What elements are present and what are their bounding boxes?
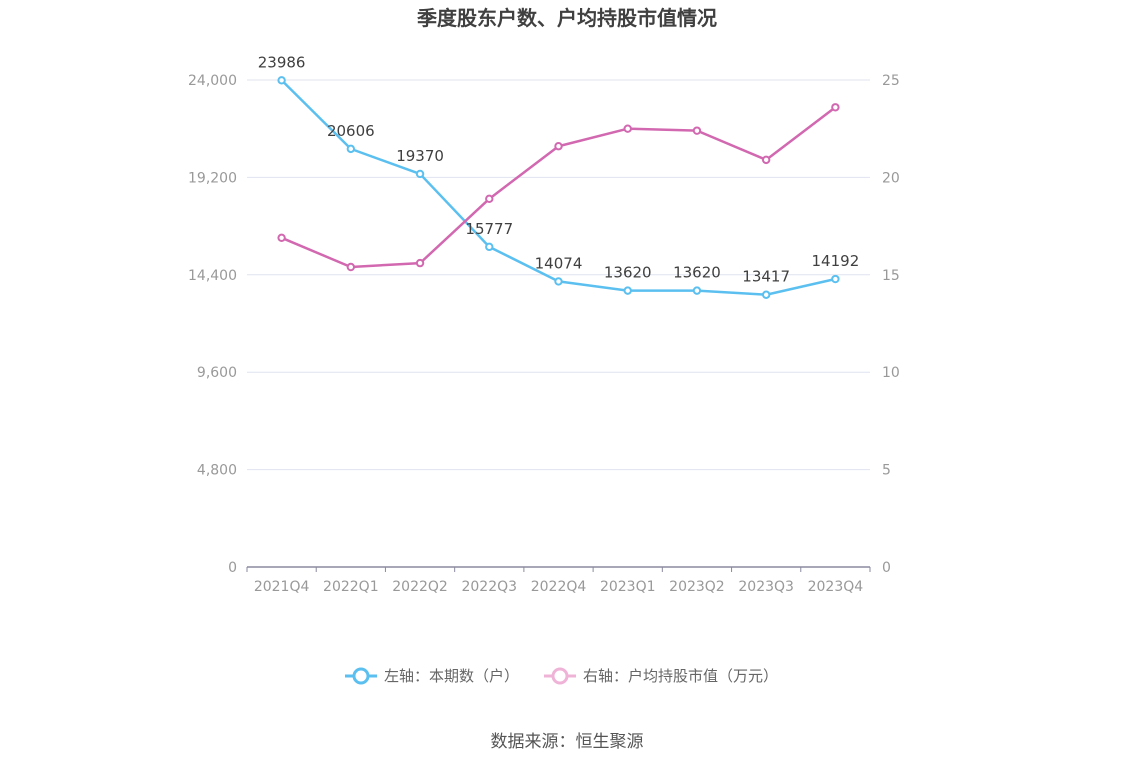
- y-left-tick-label: 24,000: [188, 73, 237, 89]
- y-left-tick-label: 19,200: [188, 170, 237, 186]
- legend-label: 右轴：户均持股市值（万元）: [583, 667, 778, 685]
- data-point: [831, 274, 840, 284]
- y-right-tick-label: 0: [882, 560, 891, 576]
- legend-label: 左轴：本期数（户）: [384, 667, 519, 685]
- series-layer: [277, 76, 840, 299]
- data-point: [346, 144, 356, 154]
- legend-marker: [551, 667, 569, 685]
- data-label: 13417: [742, 268, 790, 286]
- data-point: [692, 286, 702, 295]
- data-label: 13620: [673, 264, 721, 282]
- source-note: 数据来源：恒生聚源: [491, 732, 644, 752]
- legend-item-2[interactable]: 右轴：户均持股市值（万元）: [544, 667, 778, 685]
- x-tick-label: 2023Q2: [669, 579, 725, 595]
- x-tick-label: 2022Q3: [461, 579, 517, 595]
- data-label: 15777: [465, 220, 513, 238]
- data-label: 13620: [604, 264, 652, 282]
- x-tick-label: 2023Q4: [808, 579, 864, 595]
- data-label: 23986: [258, 53, 306, 71]
- data-point: [554, 142, 563, 151]
- y-right-tick-label: 5: [882, 463, 891, 479]
- y-left-tick-label: 0: [228, 560, 237, 576]
- y-left-tick-label: 4,800: [197, 463, 237, 479]
- data-point: [623, 286, 632, 295]
- y-right-tick-label: 10: [882, 365, 900, 381]
- data-point: [346, 262, 356, 272]
- data-point: [415, 258, 425, 268]
- data-point: [623, 124, 632, 133]
- data-point: [761, 155, 771, 165]
- data-label: 14074: [535, 254, 583, 272]
- y-right-tick-label: 25: [882, 73, 900, 89]
- y-left-tick-label: 14,400: [188, 268, 237, 284]
- data-label: 14192: [812, 252, 860, 270]
- data-point: [831, 103, 840, 112]
- y-left-tick-label: 9,600: [197, 365, 237, 381]
- data-point: [485, 194, 494, 204]
- legend-marker: [352, 667, 370, 685]
- x-tick-label: 2023Q3: [738, 579, 794, 595]
- data-label: 20606: [327, 122, 375, 140]
- x-tick-label: 2022Q2: [392, 579, 448, 595]
- x-tick-label: 2023Q1: [600, 579, 656, 595]
- x-tick-label: 2022Q1: [323, 579, 379, 595]
- y-right-tick-label: 15: [882, 268, 900, 284]
- data-point: [277, 76, 286, 85]
- data-label: 19370: [396, 147, 444, 165]
- y-right-tick-label: 20: [882, 170, 900, 186]
- data-point: [692, 126, 702, 135]
- grid-lines: [247, 79, 870, 471]
- data-labels: 23986 20606 19370 15777 14074 13620 13620 13417…: [258, 53, 859, 285]
- data-point: [277, 233, 286, 242]
- axes: 0 0 4,800 5 9,600 10 14,400 15 19,200 20 24,000 25 2…: [188, 73, 900, 595]
- data-point: [554, 277, 563, 286]
- data-point: [485, 242, 494, 252]
- legend[interactable]: 左轴：本期数（户） 右轴：户均持股市值（万元）: [345, 667, 778, 685]
- legend-item-1[interactable]: 左轴：本期数（户）: [345, 667, 519, 685]
- data-point: [415, 169, 425, 179]
- x-tick-label: 2022Q4: [531, 579, 587, 595]
- data-point: [761, 290, 771, 299]
- chart-title: 季度股东户数、户均持股市值情况: [416, 6, 717, 30]
- x-tick-label: 2021Q4: [254, 579, 310, 595]
